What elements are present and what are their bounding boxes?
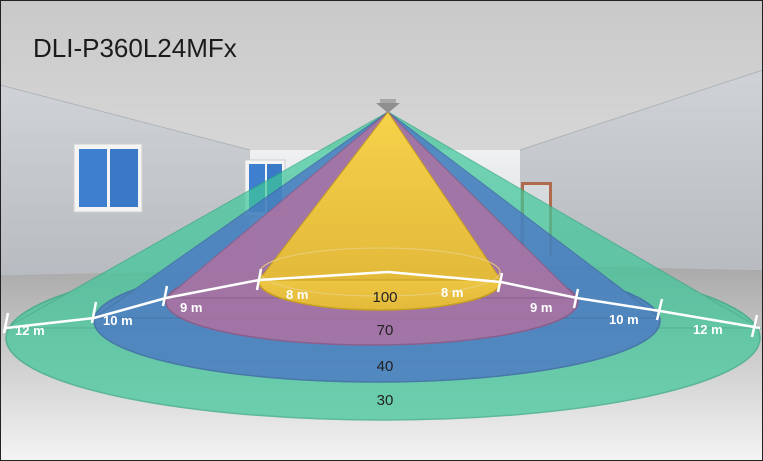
- label-right-9m: 9 m: [530, 300, 552, 315]
- zone-values: 100 70 40 30: [372, 289, 397, 409]
- label-right-8m: 8 m: [441, 285, 463, 300]
- sensor-icon: [376, 99, 400, 113]
- distance-lines: [2, 268, 761, 338]
- zone-100-core: [257, 111, 502, 311]
- window-left: [73, 143, 143, 213]
- label-right-12m: 12 m: [693, 322, 723, 337]
- label-left-8m: 8 m: [286, 287, 308, 302]
- label-right-10m: 10 m: [609, 312, 639, 327]
- product-title: DLI-P360L24MFx: [33, 33, 237, 63]
- zone-value-30: 30: [377, 392, 394, 409]
- distance-labels: 12 m 10 m 9 m 8 m 8 m 9 m 10 m 12 m: [15, 285, 723, 338]
- label-left-10m: 10 m: [103, 313, 133, 328]
- label-left-9m: 9 m: [180, 300, 202, 315]
- zone-value-70: 70: [377, 322, 394, 339]
- zone-value-40: 40: [377, 358, 394, 375]
- zone-value-100: 100: [372, 289, 397, 306]
- label-left-12m: 12 m: [15, 323, 45, 338]
